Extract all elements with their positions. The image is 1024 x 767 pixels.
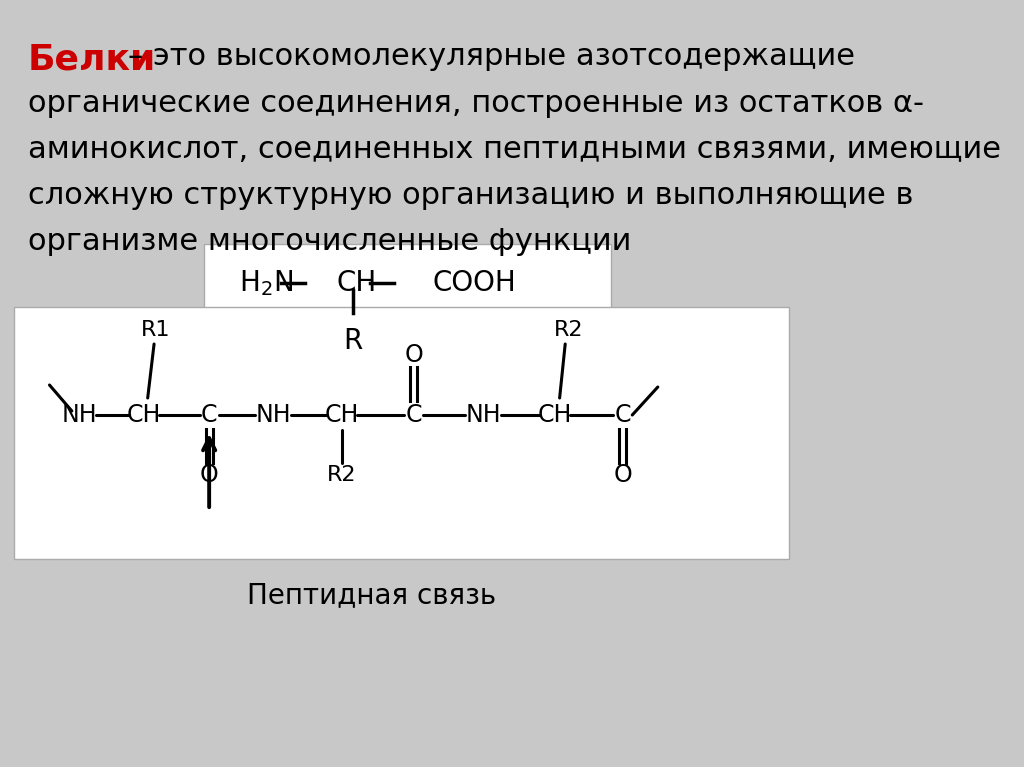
Text: организме многочисленные функции: организме многочисленные функции [28, 227, 632, 256]
Text: C: C [406, 403, 422, 427]
Text: COOH: COOH [433, 269, 516, 297]
Text: H$_2$N: H$_2$N [240, 268, 294, 298]
Text: NH: NH [255, 403, 291, 427]
Text: CH: CH [538, 403, 572, 427]
Text: органические соединения, построенные из остатков α-: органические соединения, построенные из … [28, 89, 924, 118]
Text: CH: CH [127, 403, 161, 427]
Text: O: O [404, 343, 423, 367]
Text: C: C [201, 403, 217, 427]
Text: Пептидная связь: Пептидная связь [248, 581, 497, 609]
Text: NH: NH [62, 403, 97, 427]
Text: CH: CH [337, 269, 377, 297]
Text: C: C [614, 403, 631, 427]
Text: R: R [343, 327, 362, 355]
Text: NH: NH [465, 403, 501, 427]
Text: R2: R2 [554, 320, 583, 340]
Text: – это высокомолекулярные азотсодержащие: – это высокомолекулярные азотсодержащие [128, 42, 855, 71]
Text: O: O [200, 463, 218, 487]
Text: Белки: Белки [28, 42, 157, 76]
Text: сложную структурную организацию и выполняющие в: сложную структурную организацию и выполн… [28, 181, 913, 210]
Text: аминокислот, соединенных пептидными связями, имеющие: аминокислот, соединенных пептидными связ… [28, 135, 1000, 164]
FancyBboxPatch shape [204, 244, 610, 362]
Text: R2: R2 [327, 465, 356, 485]
FancyBboxPatch shape [14, 307, 788, 559]
Text: O: O [613, 463, 632, 487]
Text: R1: R1 [141, 320, 170, 340]
Text: CH: CH [325, 403, 358, 427]
